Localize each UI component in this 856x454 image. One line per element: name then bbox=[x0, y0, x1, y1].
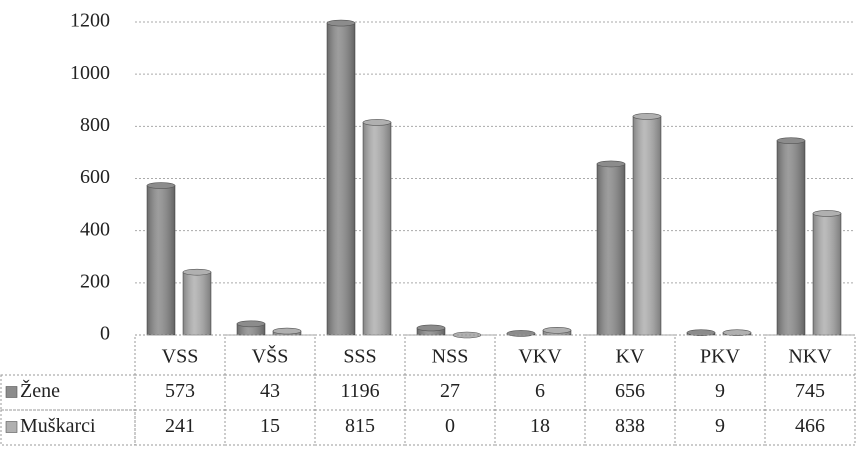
x-tick-label: NKV bbox=[788, 346, 832, 368]
x-tick-label: VKV bbox=[518, 346, 562, 368]
legend-label: Žene bbox=[20, 379, 60, 402]
y-tick-label: 200 bbox=[80, 270, 110, 292]
x-tick-label: KV bbox=[616, 346, 645, 368]
x-tick-label: SSS bbox=[343, 346, 376, 368]
legend-swatch bbox=[5, 421, 18, 433]
table-value: 15 bbox=[260, 415, 280, 437]
y-tick-label: 0 bbox=[100, 323, 110, 345]
bar-cap bbox=[506, 330, 536, 337]
x-tick-label: VSS bbox=[162, 346, 199, 368]
bar-shade bbox=[633, 116, 661, 336]
bar-cap bbox=[542, 327, 572, 334]
bar-cap bbox=[182, 268, 212, 276]
table-value: 815 bbox=[345, 415, 375, 437]
x-tick-label: NSS bbox=[432, 346, 469, 368]
table-value: 466 bbox=[795, 415, 825, 437]
x-tick-label: PKV bbox=[700, 346, 741, 368]
table-value: 1196 bbox=[340, 380, 379, 402]
bar-cap bbox=[812, 210, 842, 217]
y-tick-label: 800 bbox=[80, 114, 110, 136]
table-value: 0 bbox=[445, 415, 455, 437]
table-value: 838 bbox=[615, 415, 645, 437]
table-cell bbox=[0, 409, 136, 446]
table-value: 241 bbox=[165, 415, 195, 437]
bar-cap bbox=[686, 329, 716, 336]
table-value: 573 bbox=[165, 380, 195, 402]
legend-label: Muškarci bbox=[20, 415, 96, 437]
bar-cap bbox=[362, 119, 392, 126]
table-value: 27 bbox=[440, 380, 460, 402]
bar-cap bbox=[272, 327, 302, 335]
legend-swatch bbox=[5, 386, 18, 398]
bar-shade bbox=[813, 213, 841, 335]
bar-shade bbox=[597, 163, 625, 335]
bar-shade bbox=[147, 185, 175, 335]
table-cell bbox=[764, 334, 856, 446]
x-tick-label: VŠS bbox=[252, 344, 289, 368]
bar-cap bbox=[236, 320, 266, 328]
y-tick-label: 1200 bbox=[70, 10, 110, 32]
y-tick-label: 600 bbox=[80, 166, 110, 188]
bar-shade bbox=[183, 272, 211, 335]
table-value: 9 bbox=[715, 380, 725, 402]
table-value: 18 bbox=[530, 415, 550, 437]
table-value: 9 bbox=[715, 415, 725, 437]
bar-cap bbox=[326, 19, 356, 27]
table-cell bbox=[0, 374, 136, 411]
bar-cap bbox=[146, 182, 176, 189]
y-tick-label: 1000 bbox=[70, 62, 110, 84]
bar-cap bbox=[596, 160, 626, 168]
bar-shade bbox=[417, 327, 445, 335]
y-tick-label: 400 bbox=[80, 218, 110, 240]
bar-shade bbox=[363, 122, 391, 335]
bar-shade bbox=[237, 323, 265, 335]
bar-cap bbox=[632, 113, 662, 120]
table-value: 6 bbox=[535, 380, 545, 402]
table-value: 745 bbox=[795, 380, 825, 402]
bar-shade bbox=[327, 23, 355, 335]
bar-cap bbox=[722, 329, 752, 336]
bar-shade bbox=[777, 140, 805, 335]
table-value: 43 bbox=[260, 380, 280, 402]
bar-cap bbox=[776, 137, 806, 144]
table-value: 656 bbox=[615, 380, 645, 402]
bar-cap bbox=[416, 324, 446, 332]
